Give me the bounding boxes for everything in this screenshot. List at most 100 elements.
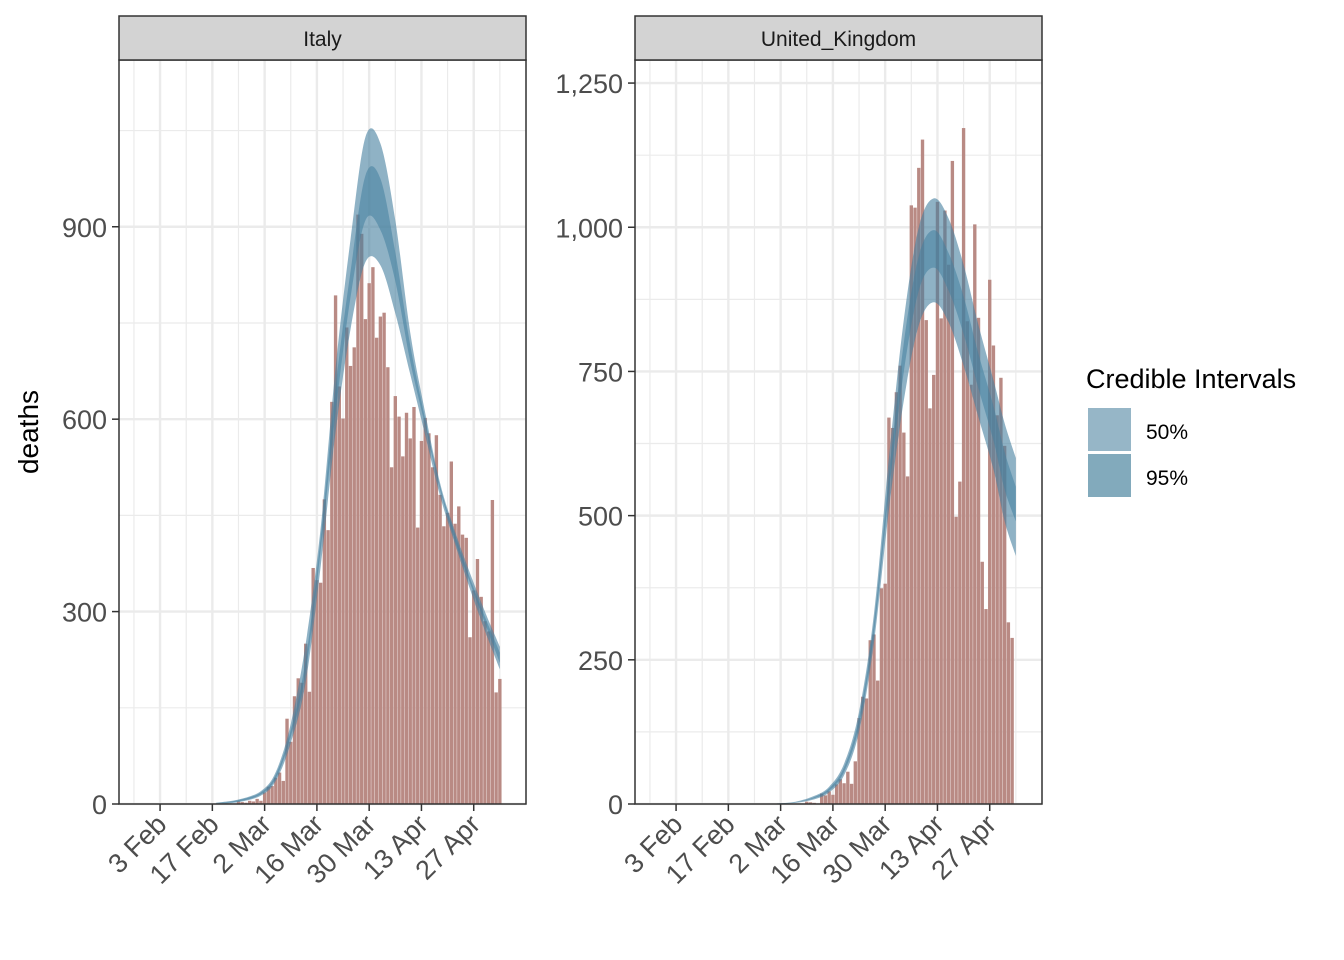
death-bar <box>946 264 951 805</box>
death-bar <box>442 526 446 804</box>
death-bar <box>890 427 895 804</box>
death-bar <box>464 537 468 804</box>
death-bar <box>876 680 880 804</box>
legend-key-95 <box>1088 454 1131 497</box>
ci95-band <box>216 128 500 805</box>
death-bar <box>285 718 289 804</box>
death-bar <box>995 415 999 804</box>
death-bar <box>378 316 383 804</box>
death-bar <box>337 386 341 804</box>
death-bar <box>928 408 932 804</box>
death-bar <box>924 320 928 804</box>
death-bar <box>846 771 850 804</box>
y-tick-label: 750 <box>578 357 623 387</box>
death-bar <box>976 317 981 804</box>
legend-label-95: 95% <box>1146 467 1188 490</box>
death-bar <box>419 440 424 804</box>
death-bar <box>988 279 992 805</box>
death-bar <box>883 583 887 804</box>
death-bar <box>427 433 431 804</box>
death-bar <box>352 347 356 804</box>
death-bar <box>973 224 977 805</box>
death-bar <box>374 337 379 804</box>
y-axis-title: deaths <box>13 390 44 474</box>
death-bar <box>289 741 293 804</box>
death-bar <box>460 534 465 804</box>
death-bar <box>808 802 813 804</box>
death-bar <box>430 467 435 804</box>
death-bar <box>449 461 454 804</box>
death-bar <box>453 523 457 804</box>
death-bar <box>950 160 955 804</box>
death-bar <box>292 696 297 804</box>
death-bar <box>363 319 368 804</box>
death-bar <box>820 793 824 804</box>
death-bar <box>879 588 884 804</box>
strip-label: Italy <box>303 28 342 51</box>
death-bar <box>864 698 869 804</box>
death-bar <box>902 432 906 804</box>
death-bar <box>401 456 405 804</box>
death-bar <box>360 233 364 805</box>
death-bar <box>954 516 958 804</box>
death-bar <box>991 345 996 804</box>
y-tick-label: 1,000 <box>555 213 623 243</box>
y-tick-label: 900 <box>62 213 107 243</box>
death-bar <box>356 214 360 805</box>
death-bar <box>898 365 902 804</box>
death-bar <box>277 772 282 804</box>
death-bar <box>397 416 401 804</box>
death-bar <box>894 392 899 804</box>
death-bar <box>371 267 375 804</box>
death-bar <box>311 567 315 804</box>
death-bar <box>315 580 319 804</box>
death-bar <box>326 530 330 804</box>
death-bar <box>416 527 420 804</box>
death-bar <box>920 139 925 804</box>
death-bar <box>255 798 259 804</box>
death-bar <box>259 800 263 804</box>
death-bar <box>980 561 984 804</box>
death-bar <box>393 396 397 804</box>
y-tick-label: 300 <box>62 598 107 628</box>
death-bar <box>389 467 394 804</box>
death-bar <box>842 783 846 804</box>
death-bar <box>345 327 349 804</box>
death-bar <box>939 318 943 804</box>
death-bar <box>958 481 962 804</box>
death-bar <box>438 494 442 804</box>
death-bar <box>909 205 913 804</box>
death-bar <box>281 780 285 804</box>
death-bar <box>434 435 439 804</box>
death-bar <box>468 637 472 804</box>
death-bar <box>805 801 809 804</box>
death-bar <box>307 691 312 804</box>
death-bar <box>236 801 241 804</box>
death-bar <box>834 784 839 804</box>
death-bar <box>296 678 300 804</box>
y-tick-label: 500 <box>578 502 623 532</box>
death-bar <box>887 417 891 804</box>
death-bar <box>857 718 861 804</box>
death-bar <box>262 792 267 804</box>
death-bar <box>868 640 872 804</box>
y-tick-label: 1,250 <box>555 69 623 99</box>
death-bar <box>412 406 416 804</box>
death-bar <box>240 802 244 804</box>
death-bar <box>490 499 495 804</box>
strip-background <box>118 15 527 61</box>
death-bar <box>831 794 835 804</box>
death-bar <box>479 596 483 804</box>
death-bar <box>274 777 278 804</box>
death-bar <box>913 207 917 805</box>
death-bar <box>483 621 487 804</box>
legend-key-50 <box>1088 408 1131 451</box>
death-bar <box>445 512 450 804</box>
death-bar <box>270 786 274 804</box>
death-bar <box>1006 622 1011 804</box>
death-bar <box>917 167 921 804</box>
